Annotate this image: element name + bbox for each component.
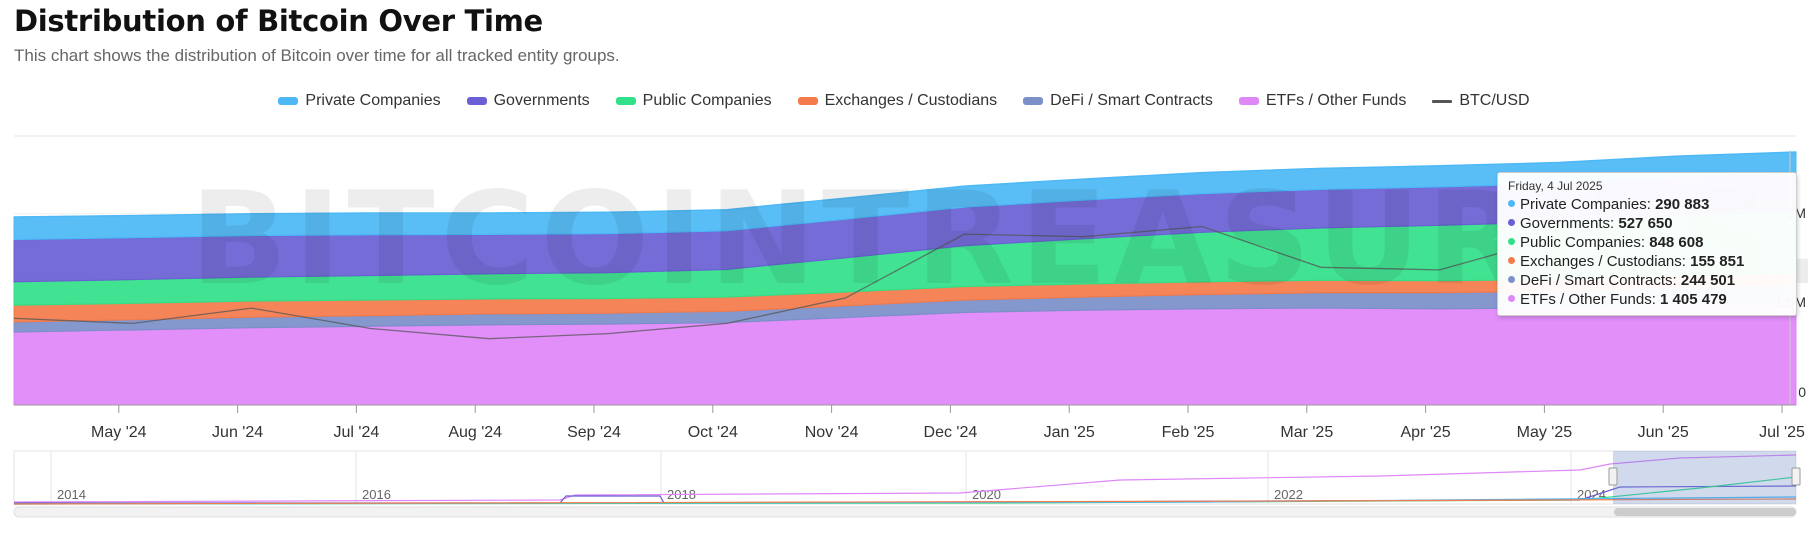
navigator-frame bbox=[13, 450, 1797, 505]
tooltip-dot bbox=[1508, 257, 1515, 264]
x-tick-label: May '24 bbox=[91, 424, 147, 441]
x-tick-label: Aug '24 bbox=[448, 424, 502, 441]
x-tick-label: Dec '24 bbox=[924, 424, 978, 441]
navigator-year-label: 2020 bbox=[972, 487, 1001, 502]
tooltip-dot bbox=[1508, 219, 1515, 226]
tooltip-dot bbox=[1508, 276, 1515, 283]
tooltip-row-defi: DeFi / Smart Contracts: 244 501 bbox=[1508, 271, 1788, 290]
stacked-areas bbox=[13, 151, 1797, 406]
legend-label: Governments bbox=[493, 92, 590, 109]
navigator-year-label: 2014 bbox=[57, 487, 86, 502]
tooltip-row-etfs: ETFs / Other Funds: 1 405 479 bbox=[1508, 290, 1788, 309]
scrollbar-track bbox=[13, 506, 1797, 518]
x-tick-label: Jan '25 bbox=[1044, 424, 1095, 441]
navigator-series-etfs bbox=[13, 454, 1797, 503]
legend-item-defi[interactable]: DeFi / Smart Contracts bbox=[1023, 92, 1213, 110]
tooltip-label: ETFs / Other Funds: bbox=[1520, 291, 1661, 308]
x-tick-label: Sep '24 bbox=[567, 424, 621, 441]
tooltip: Friday, 4 Jul 2025 Private Companies: 29… bbox=[1497, 172, 1797, 316]
x-tick-label: Jul '24 bbox=[334, 424, 380, 441]
navigator-selection[interactable] bbox=[1613, 451, 1796, 504]
legend-item-exchanges[interactable]: Exchanges / Custodians bbox=[797, 92, 998, 110]
legend-swatch bbox=[1432, 99, 1453, 103]
legend-item-public[interactable]: Public Companies bbox=[615, 92, 772, 110]
legend-label: Exchanges / Custodians bbox=[824, 92, 998, 109]
tooltip-row-private: Private Companies: 290 883 bbox=[1508, 195, 1788, 214]
navigator-handle-right[interactable] bbox=[1791, 467, 1801, 486]
x-tick-label: Jul '25 bbox=[1759, 424, 1805, 441]
x-tick-label: Apr '25 bbox=[1400, 424, 1450, 441]
tooltip-value: 290 883 bbox=[1655, 196, 1710, 213]
right-axis-label: 0 bbox=[1798, 384, 1806, 400]
tooltip-dot bbox=[1508, 200, 1515, 207]
legend-item-btcusd[interactable]: BTC/USD bbox=[1432, 92, 1530, 110]
legend-item-private[interactable]: Private Companies bbox=[278, 92, 441, 110]
tooltip-value: 244 501 bbox=[1680, 272, 1736, 289]
legend-label: BTC/USD bbox=[1459, 92, 1530, 109]
x-tick-label: Feb '25 bbox=[1162, 424, 1215, 441]
tooltip-value: 155 851 bbox=[1690, 253, 1745, 270]
legend-swatch bbox=[278, 97, 299, 105]
tooltip-label: Exchanges / Custodians: bbox=[1520, 253, 1691, 270]
navigator-series-governments bbox=[14, 485, 1797, 504]
tooltip-value: 1 405 479 bbox=[1660, 291, 1727, 308]
legend-label: DeFi / Smart Contracts bbox=[1050, 92, 1213, 109]
chart-subtitle: This chart shows the distribution of Bit… bbox=[14, 46, 620, 65]
tooltip-label: DeFi / Smart Contracts: bbox=[1520, 272, 1681, 289]
tooltip-value: 848 608 bbox=[1649, 234, 1704, 251]
area-edge-private bbox=[13, 151, 1797, 218]
x-tick-label: Nov '24 bbox=[805, 424, 859, 441]
chart-legend: Private Companies Governments Public Compa… bbox=[0, 92, 1808, 110]
legend-swatch bbox=[1023, 97, 1044, 105]
legend-label: Public Companies bbox=[642, 92, 772, 109]
tooltip-row-public: Public Companies: 848 608 bbox=[1508, 233, 1788, 252]
legend-swatch bbox=[466, 97, 487, 105]
navigator-year-label: 2016 bbox=[362, 487, 391, 502]
x-tick-label: May '25 bbox=[1517, 424, 1573, 441]
legend-label: Private Companies bbox=[305, 92, 441, 109]
x-tick-label: Jun '24 bbox=[212, 424, 263, 441]
tooltip-value: 527 650 bbox=[1618, 215, 1673, 232]
navigator-series-exchanges bbox=[13, 498, 1797, 505]
scrollbar-thumb[interactable] bbox=[1614, 508, 1796, 516]
navigator: 2014 2016 2018 2020 2022 2024 bbox=[13, 450, 1801, 518]
tooltip-row-governments: Governments: 527 650 bbox=[1508, 214, 1788, 233]
legend-swatch bbox=[615, 97, 636, 105]
navigator-handle-left[interactable] bbox=[1608, 467, 1618, 486]
chart-title: Distribution of Bitcoin Over Time bbox=[14, 4, 543, 38]
x-tick-label: Oct '24 bbox=[688, 424, 738, 441]
tooltip-label: Private Companies: bbox=[1520, 196, 1656, 213]
tooltip-dot bbox=[1508, 238, 1515, 245]
x-tick-label: Jun '25 bbox=[1638, 424, 1689, 441]
legend-item-governments[interactable]: Governments bbox=[466, 92, 590, 110]
tooltip-date: Friday, 4 Jul 2025 bbox=[1508, 179, 1603, 193]
legend-item-etfs[interactable]: ETFs / Other Funds bbox=[1238, 92, 1407, 110]
x-tick-label: Mar '25 bbox=[1280, 424, 1333, 441]
tooltip-dot bbox=[1508, 295, 1515, 302]
legend-label: ETFs / Other Funds bbox=[1265, 92, 1407, 109]
navigator-year-label: 2022 bbox=[1274, 487, 1303, 502]
tooltip-label: Governments: bbox=[1520, 215, 1619, 232]
x-axis: May '24 Jun '24 Jul '24 Aug '24 Sep '24 Oct '… bbox=[14, 404, 1805, 441]
tooltip-label: Public Companies: bbox=[1520, 234, 1650, 251]
legend-swatch bbox=[797, 97, 818, 105]
legend-swatch bbox=[1238, 97, 1259, 105]
tooltip-row-exchanges: Exchanges / Custodians: 155 851 bbox=[1508, 252, 1788, 271]
